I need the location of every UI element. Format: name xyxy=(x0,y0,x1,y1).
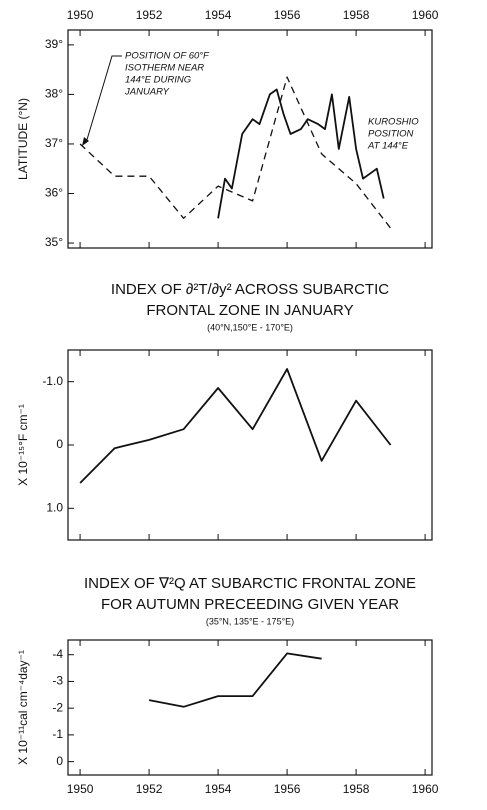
x-tick-label: 1950 xyxy=(67,8,94,22)
y-axis-label: LATITUDE (°N) xyxy=(16,98,30,180)
title: FRONTAL ZONE IN JANUARY xyxy=(146,302,353,319)
y-tick-label: 0 xyxy=(56,437,63,451)
x-tick-label: 1958 xyxy=(343,782,370,796)
annotation: AT 144°E xyxy=(367,141,409,152)
arrow-head xyxy=(82,137,89,146)
annotation: KUROSHIO xyxy=(368,117,419,128)
plot-frame xyxy=(67,639,433,776)
y-tick-label: 36° xyxy=(45,186,63,200)
line xyxy=(79,368,392,484)
plot-frame xyxy=(67,29,433,249)
y-tick-label: 0 xyxy=(56,754,63,768)
y-tick-label: 38° xyxy=(45,87,63,101)
annotation: ISOTHERM NEAR xyxy=(125,63,204,74)
subtitle: (40°N,150°E - 170°E) xyxy=(207,322,293,332)
x-tick-label: 1954 xyxy=(205,8,232,22)
y-tick-label: -1 xyxy=(52,727,63,741)
x-tick-label: 1950 xyxy=(67,782,94,796)
x-tick-label: 1960 xyxy=(412,782,439,796)
y-tick-label: -3 xyxy=(52,674,63,688)
arrow xyxy=(85,55,122,144)
y-axis-label: X 10⁻¹¹cal cm⁻⁴day⁻¹ xyxy=(16,650,30,765)
y-tick-label: 35° xyxy=(45,235,63,249)
line xyxy=(217,88,385,219)
x-tick-label: 1956 xyxy=(274,782,301,796)
x-tick-label: 1956 xyxy=(274,8,301,22)
title: INDEX OF ∂²T/∂y² ACROSS SUBARCTIC xyxy=(111,281,389,298)
annotation: 144°E DURING xyxy=(125,75,191,86)
annotation: JANUARY xyxy=(124,87,170,98)
y-tick-label: -2 xyxy=(52,700,63,714)
subtitle: (35°N, 135°E - 175°E) xyxy=(206,616,294,626)
title: FOR AUTUMN PRECEEDING GIVEN YEAR xyxy=(101,596,399,613)
annotation: POSITION xyxy=(368,129,414,140)
y-tick-label: -4 xyxy=(52,647,63,661)
x-tick-label: 1952 xyxy=(136,782,163,796)
x-tick-label: 1960 xyxy=(412,8,439,22)
plot-frame xyxy=(67,349,433,541)
y-tick-label: 1.0 xyxy=(46,501,63,515)
x-tick-label: 1954 xyxy=(205,782,232,796)
y-tick-label: 39° xyxy=(45,37,63,51)
x-tick-label: 1952 xyxy=(136,8,163,22)
y-tick-label: -1.0 xyxy=(42,374,63,388)
y-axis-label: X 10⁻¹⁵°F cm⁻¹ xyxy=(16,404,30,486)
annotation: POSITION OF 60°F xyxy=(125,51,210,62)
x-tick-label: 1958 xyxy=(343,8,370,22)
line xyxy=(79,76,392,229)
y-tick-label: 37° xyxy=(45,136,63,150)
line xyxy=(148,652,322,708)
title: INDEX OF ∇²Q AT SUBARCTIC FRONTAL ZONE xyxy=(84,575,416,592)
